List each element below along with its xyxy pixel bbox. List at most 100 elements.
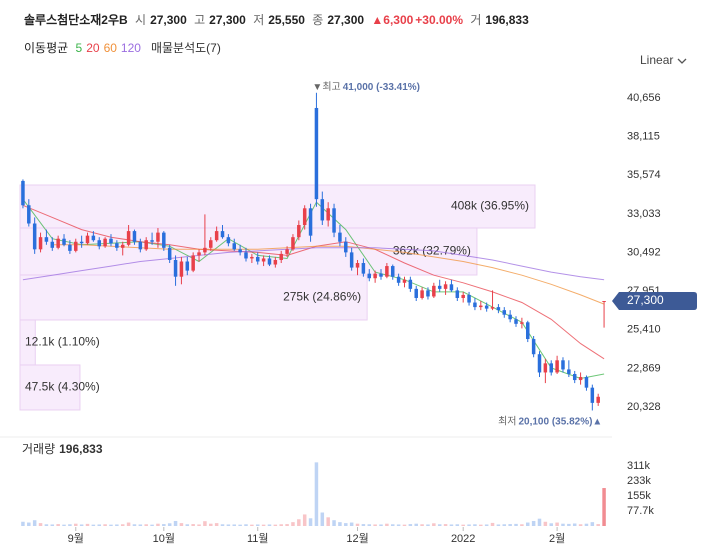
candle-body bbox=[21, 180, 25, 206]
candle-body bbox=[508, 314, 512, 320]
candle-body bbox=[549, 363, 553, 373]
profile-label: 47.5k (4.30%) bbox=[25, 380, 100, 394]
candle-body bbox=[379, 273, 383, 277]
volume-bar bbox=[244, 524, 248, 526]
candle-body bbox=[68, 244, 72, 251]
volume-bar bbox=[496, 524, 501, 526]
max-value: 41,000 (-33.41%) bbox=[343, 81, 420, 92]
candle-body bbox=[179, 261, 184, 277]
candle-body bbox=[209, 240, 213, 248]
candle-body bbox=[567, 369, 571, 374]
volume-bar bbox=[267, 524, 272, 526]
volume-bar bbox=[332, 520, 336, 526]
candle-body bbox=[561, 360, 565, 370]
field-value: 196,833 bbox=[485, 13, 529, 27]
volume-bar bbox=[255, 524, 260, 526]
volume-bar bbox=[326, 517, 330, 526]
candle-body bbox=[302, 208, 307, 226]
ma-legend[interactable]: 5 bbox=[75, 41, 83, 55]
candle-body bbox=[27, 205, 31, 224]
profile-legend[interactable]: 매물분석도(7) bbox=[150, 41, 221, 55]
volume-bar bbox=[144, 524, 148, 526]
volume-bar bbox=[250, 524, 254, 526]
candle-body bbox=[349, 252, 354, 268]
volume-bar bbox=[138, 524, 143, 526]
candle-body bbox=[355, 263, 360, 268]
x-tick-label: 9월 bbox=[68, 532, 84, 545]
candle-body bbox=[361, 263, 366, 274]
candle-body bbox=[572, 373, 577, 381]
candle-body bbox=[238, 249, 242, 253]
volume-bar bbox=[508, 524, 512, 526]
indicator-title[interactable]: 이동평균 bbox=[24, 41, 69, 55]
candle-body bbox=[320, 199, 325, 221]
volume-bar bbox=[572, 523, 577, 526]
candle-body bbox=[484, 305, 489, 309]
volume-bar bbox=[367, 524, 372, 526]
candle-body bbox=[44, 237, 49, 242]
volume-bar bbox=[449, 524, 454, 526]
candle-body bbox=[432, 285, 436, 297]
profile-band bbox=[19, 227, 478, 276]
volume-bar bbox=[461, 524, 465, 526]
indicators: 이동평균 5 20 60 120 매물분석도(7) bbox=[24, 39, 225, 56]
candle-body bbox=[162, 232, 166, 248]
candle-body bbox=[479, 305, 483, 308]
volume-bar bbox=[344, 523, 348, 526]
price-tag bbox=[612, 292, 697, 311]
candle-body bbox=[467, 294, 471, 303]
candle-body bbox=[514, 319, 518, 324]
volume-bar bbox=[349, 522, 354, 526]
volume-bar bbox=[596, 524, 600, 526]
candle-body bbox=[38, 237, 43, 250]
volume-bar bbox=[467, 524, 471, 526]
volume-bar bbox=[220, 524, 225, 526]
candle-body bbox=[50, 241, 55, 248]
volume-bar bbox=[120, 524, 125, 526]
volume-bar bbox=[502, 524, 507, 526]
field-value: 27,300 bbox=[327, 13, 365, 27]
ma-legend[interactable]: 120 bbox=[120, 41, 141, 55]
x-tick-label: 11월 bbox=[247, 532, 269, 545]
candle-body bbox=[367, 273, 372, 279]
volume-tick-label: 155k bbox=[627, 490, 651, 502]
candle-body bbox=[32, 223, 37, 250]
volume-bar bbox=[543, 521, 548, 526]
candle-body bbox=[197, 252, 201, 256]
candle-body bbox=[526, 322, 530, 340]
volume-bar bbox=[32, 520, 37, 526]
profile-band bbox=[19, 319, 36, 366]
candle-body bbox=[502, 310, 507, 315]
volume-bar bbox=[396, 524, 401, 526]
ma-legend[interactable]: 20 bbox=[86, 41, 100, 55]
volume-bar bbox=[531, 520, 536, 526]
volume-bar bbox=[197, 524, 201, 526]
min-annotation: 최저 20,100 (35.82%)▲ bbox=[498, 415, 602, 427]
volume-bar bbox=[109, 524, 113, 526]
candle-body bbox=[437, 285, 442, 289]
scale-mode-label[interactable]: Linear bbox=[640, 53, 674, 67]
candle-body bbox=[332, 208, 336, 233]
candle-body bbox=[285, 249, 289, 254]
volume-bar bbox=[414, 523, 418, 526]
candle-body bbox=[596, 396, 600, 403]
candle-body bbox=[461, 294, 465, 298]
volume-bar bbox=[308, 518, 313, 526]
volume-bar bbox=[191, 524, 195, 526]
volume-bar bbox=[355, 523, 360, 526]
volume-bar bbox=[79, 524, 84, 526]
ma-legend[interactable]: 60 bbox=[103, 41, 117, 55]
profile-label: 362k (32.79%) bbox=[393, 244, 471, 258]
volume-bar bbox=[602, 488, 606, 526]
scale-mode[interactable]: Linear bbox=[640, 53, 687, 67]
candle-body bbox=[167, 247, 172, 260]
y-tick-label: 35,574 bbox=[627, 169, 661, 181]
candle-body bbox=[156, 232, 160, 242]
x-tick-label: 2022 bbox=[451, 533, 475, 545]
candle-body bbox=[496, 307, 501, 311]
candle-body bbox=[138, 241, 143, 250]
volume-bar bbox=[214, 523, 219, 526]
change: ▲6,300 bbox=[371, 13, 414, 27]
